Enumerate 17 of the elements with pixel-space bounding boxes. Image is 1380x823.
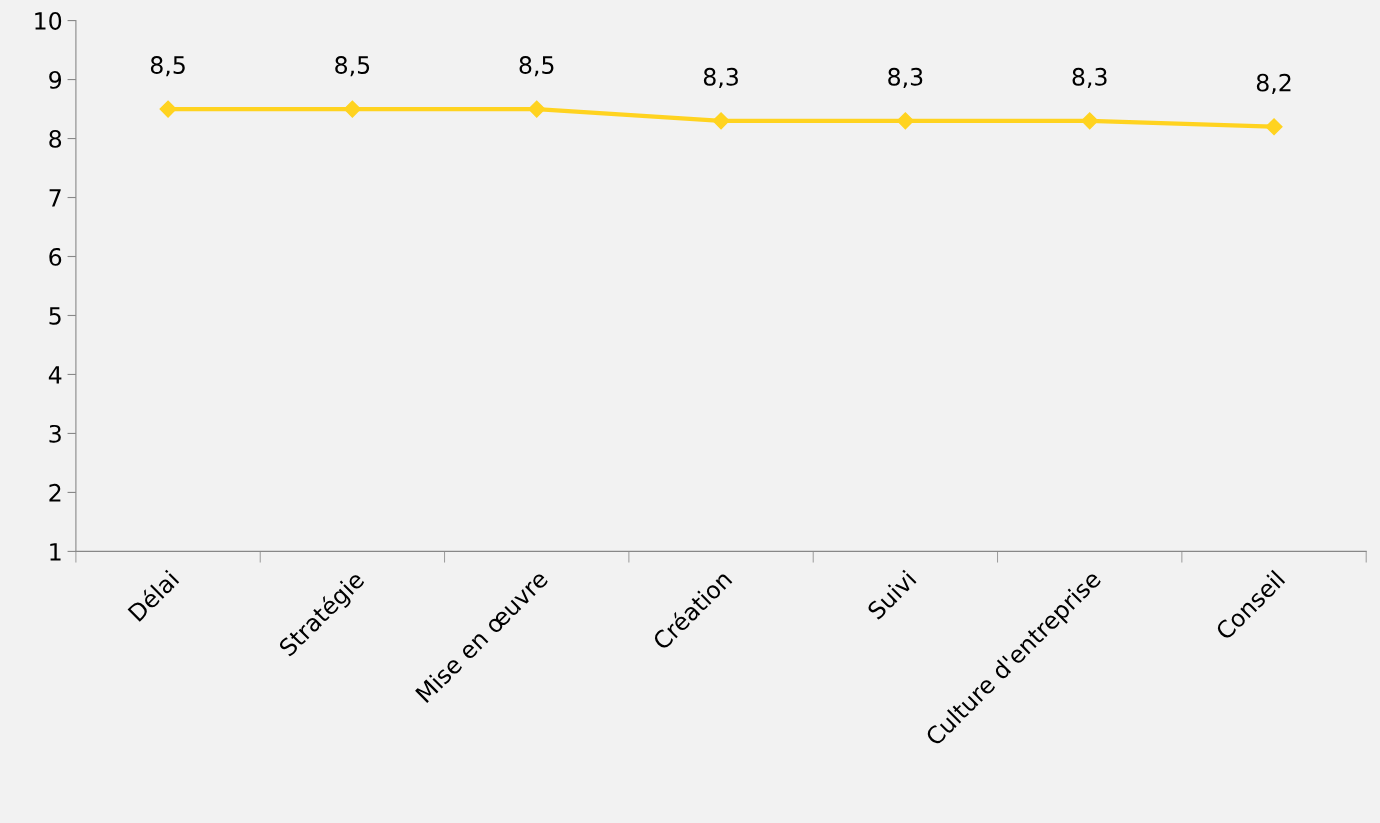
data-label: 8,5 [150,56,185,77]
data-label: 8,3 [1072,67,1107,89]
y-tick-label: 2 [49,483,61,502]
data-label: 8,3 [703,67,738,89]
data-label: 8,5 [335,56,370,77]
y-tick-label: 5 [49,307,61,325]
y-tick-label: 1 [50,543,61,561]
y-tick-label: 6 [49,247,62,266]
data-label: 8,5 [519,56,554,77]
y-tick-label: 3 [49,424,61,443]
y-tick-label: 9 [49,71,62,89]
data-label: 8,2 [1256,73,1291,95]
y-tick-label: 4 [48,366,62,384]
y-tick-label: 7 [49,189,61,207]
y-tick-label: 10 [35,12,62,30]
data-label: 8,3 [888,67,923,89]
y-tick-label: 8 [49,129,62,148]
